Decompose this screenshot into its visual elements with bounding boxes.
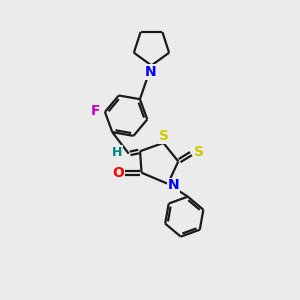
Text: S: S xyxy=(194,145,204,159)
Text: S: S xyxy=(159,129,169,143)
Text: O: O xyxy=(112,166,124,180)
Text: H: H xyxy=(112,146,123,159)
Text: F: F xyxy=(91,104,100,118)
Text: N: N xyxy=(167,178,179,192)
Text: N: N xyxy=(145,65,157,79)
